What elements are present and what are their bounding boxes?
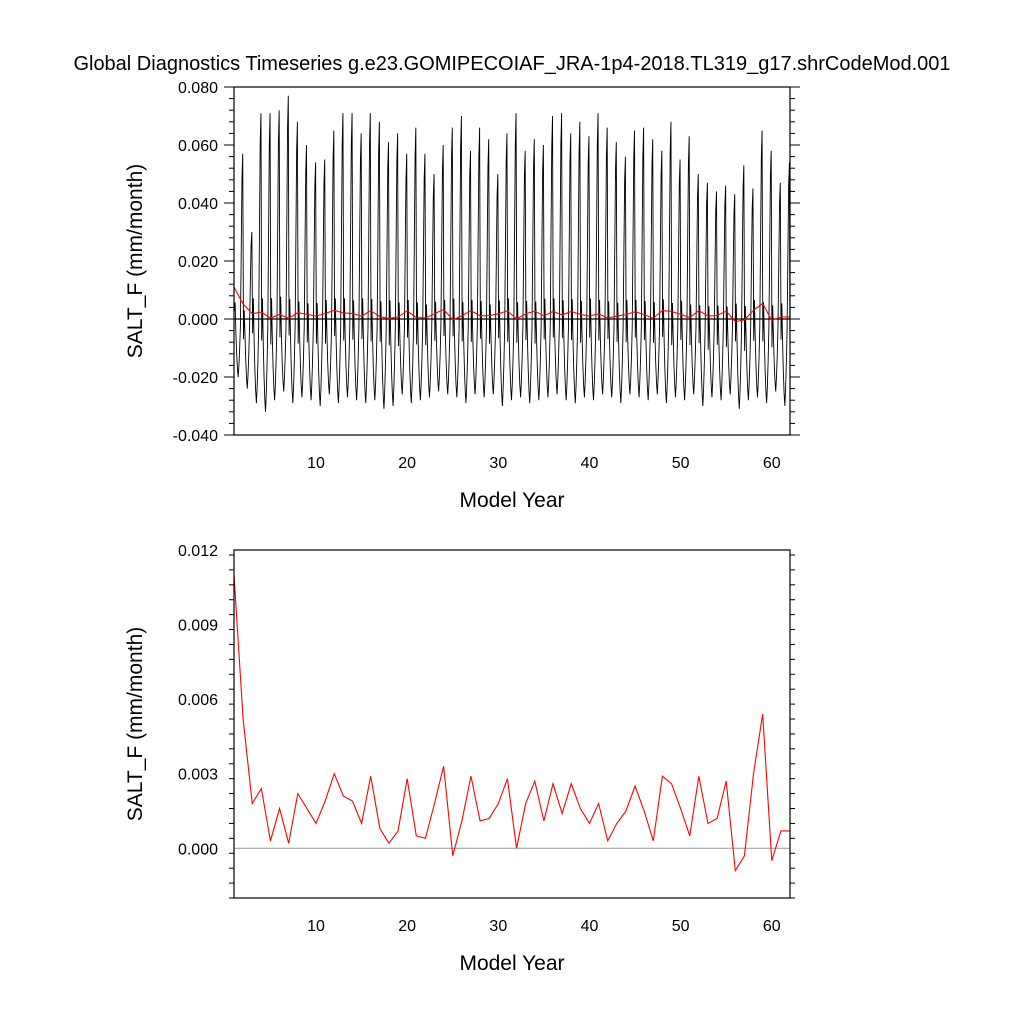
x-tick-label: 20 (398, 455, 416, 472)
x-tick-label: 60 (763, 455, 781, 472)
x-tick-label: 10 (307, 455, 325, 472)
y-tick-label: 0.060 (178, 138, 218, 155)
y-tick-label: 0.080 (178, 80, 218, 97)
top-panel: 10 20 30 40 50 60 -0.040 -0.020 0.000 0.020 0.040 0… (124, 80, 800, 512)
y-tick-label: 0.020 (178, 254, 218, 271)
x-axis-label: Model Year (459, 952, 564, 975)
bottom-panel: 10 20 30 40 50 60 0.000 0.003 0.006 0.009 0.012 Mod… (124, 543, 795, 975)
y-tick-label: 0.009 (178, 618, 218, 635)
x-tick-label: 40 (581, 455, 599, 472)
y-tick-label: 0.006 (178, 692, 218, 709)
y-tick-label: 0.040 (178, 196, 218, 213)
x-tick-label: 50 (672, 455, 690, 472)
y-tick-label: -0.020 (173, 370, 218, 387)
plot-area (234, 95, 790, 412)
y-axis-label: SALT_F (mm/month) (124, 627, 147, 821)
y-tick-label: 0.000 (178, 312, 218, 329)
x-tick-label: 60 (763, 918, 781, 935)
x-axis-label: Model Year (459, 489, 564, 512)
y-axis-label: SALT_F (mm/month) (124, 164, 147, 358)
series-line-annual-mean (234, 574, 790, 873)
figure-title: Global Diagnostics Timeseries g.e23.GOMI… (73, 53, 950, 75)
y-tick-label: -0.040 (173, 428, 218, 445)
x-tick-label: 10 (307, 918, 325, 935)
y-tick-label: 0.003 (178, 767, 218, 784)
x-tick-label: 30 (489, 455, 507, 472)
y-tick-label: 0.012 (178, 543, 218, 560)
y-tick-label: 0.000 (178, 841, 218, 858)
x-tick-label: 50 (672, 918, 690, 935)
plot-frame (233, 549, 791, 899)
series-line-annual-mean (234, 286, 790, 323)
x-tick-label: 30 (489, 918, 507, 935)
x-tick-label: 20 (398, 918, 416, 935)
plot-area (234, 574, 790, 873)
x-tick-label: 40 (581, 918, 599, 935)
series-line-monthly (234, 95, 790, 412)
